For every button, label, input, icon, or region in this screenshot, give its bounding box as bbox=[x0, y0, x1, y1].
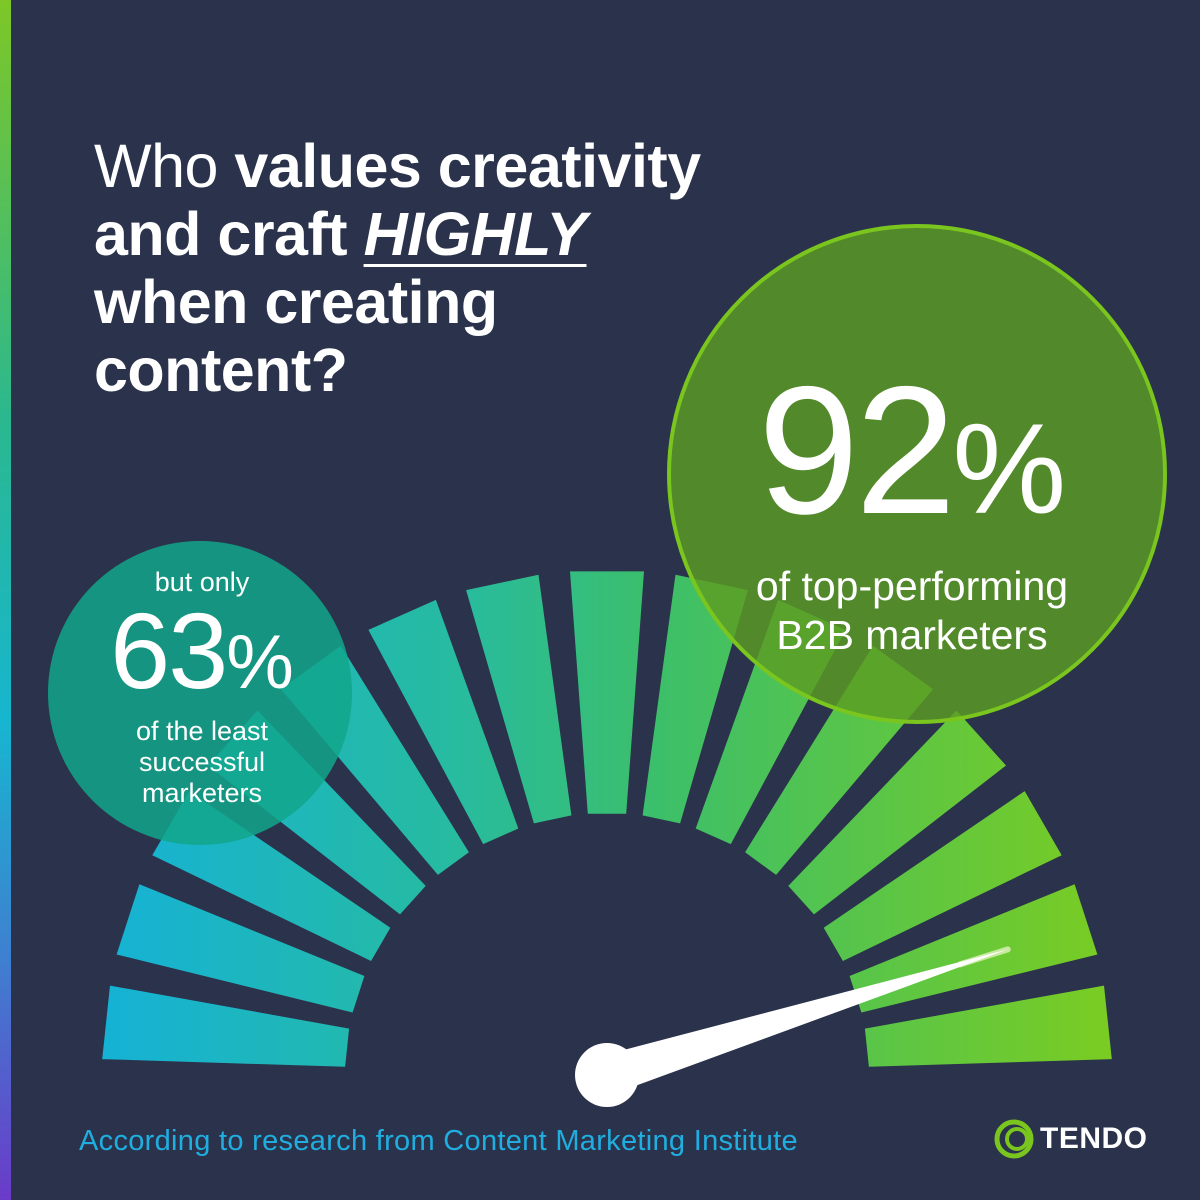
gauge-segment bbox=[864, 985, 1112, 1067]
headline-emphasis: HIGHLY bbox=[363, 200, 587, 268]
top-performing-value: 92% bbox=[672, 359, 1152, 560]
needle-pivot bbox=[575, 1043, 639, 1107]
least-successful-percent-sign: % bbox=[226, 620, 294, 705]
gauge-segment bbox=[368, 599, 519, 845]
headline-line3: when creating bbox=[94, 268, 498, 336]
headline-line2: and craft bbox=[94, 200, 348, 268]
top-performing-percent-sign: % bbox=[952, 398, 1067, 541]
headline: Who values creativity and craft HIGHLY w… bbox=[94, 132, 794, 404]
least-successful-stat: but only 63% of the least successful mar… bbox=[52, 566, 352, 809]
least-successful-caption-1: of the least bbox=[135, 716, 269, 746]
least-successful-circle bbox=[48, 541, 352, 845]
brand-logo: TENDO bbox=[992, 1117, 1148, 1161]
gauge-segment bbox=[823, 791, 1062, 961]
gauge-segment bbox=[788, 710, 1006, 915]
brand-name: TENDO bbox=[1040, 1122, 1148, 1155]
least-successful-caption-3: marketers bbox=[141, 778, 263, 808]
gauge-needle bbox=[601, 949, 1008, 1095]
tendo-ring-logo-icon bbox=[994, 1119, 1034, 1159]
gauge-segment bbox=[466, 574, 572, 824]
top-performing-number: 92 bbox=[757, 348, 956, 552]
source-note: According to research from Content Marke… bbox=[79, 1125, 798, 1157]
headline-line4: content? bbox=[94, 336, 348, 404]
top-performing-stat: 92% of top-performing B2B marketers bbox=[672, 359, 1152, 658]
gradient-side-bar bbox=[0, 0, 11, 1200]
headline-word-who: Who bbox=[94, 132, 218, 200]
headline-line1: values creativity bbox=[234, 132, 701, 200]
least-successful-value: 63% bbox=[52, 597, 352, 716]
top-performing-circle bbox=[667, 224, 1167, 724]
least-successful-caption-2: successful bbox=[138, 747, 266, 777]
least-successful-prefix: but only bbox=[154, 567, 250, 597]
gauge-segment bbox=[642, 574, 748, 824]
gauge-segment bbox=[116, 884, 365, 1013]
top-performing-caption-1: of top-performing bbox=[755, 563, 1069, 609]
gauge-segment bbox=[570, 571, 644, 814]
top-performing-caption-2: B2B marketers bbox=[776, 612, 1048, 658]
gauge-segment bbox=[102, 985, 350, 1067]
least-successful-number: 63 bbox=[110, 590, 228, 711]
